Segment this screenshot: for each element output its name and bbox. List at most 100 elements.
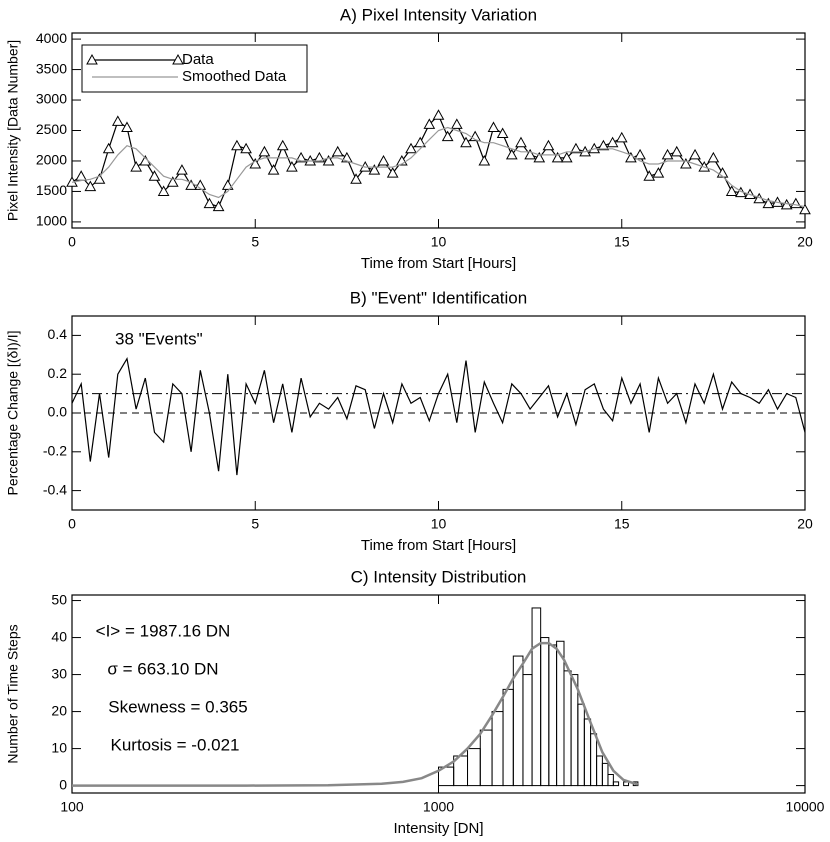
data-point: [487, 121, 500, 132]
data-point: [405, 142, 417, 154]
legend-marker: [86, 53, 98, 65]
histogram-bar: [479, 729, 493, 787]
histogram-bar: [540, 637, 550, 787]
data-point: [643, 170, 656, 181]
data-point: [670, 145, 683, 157]
data-point: [789, 197, 802, 209]
histogram-bar: [531, 607, 542, 787]
y-tick-label: 4000: [36, 30, 67, 46]
histogram-bar: [570, 674, 579, 787]
x-axis-label: Time from Start [Hours]: [361, 537, 516, 554]
y-tick-label: 1000: [36, 213, 67, 229]
data-point: [478, 154, 491, 166]
data-point: [450, 118, 463, 129]
data-point: [148, 170, 161, 181]
data-point: [423, 118, 436, 129]
x-tick-label: 10: [431, 234, 447, 250]
x-tick-label: 20: [797, 234, 813, 250]
y-tick-label: 0.2: [48, 365, 68, 381]
y-tick-label: 2000: [36, 152, 67, 168]
histogram-bar: [583, 718, 592, 787]
data-point: [560, 151, 573, 163]
data-point: [130, 161, 142, 172]
histogram-bar: [612, 781, 620, 787]
data-point: [368, 164, 381, 175]
data-point: [231, 139, 243, 151]
y-tick-label: 20: [51, 702, 67, 718]
x-tick-label: 0: [68, 234, 76, 250]
data-point: [276, 139, 289, 151]
histogram-bar: [522, 674, 533, 787]
data-point: [157, 185, 170, 196]
data-point: [102, 142, 115, 154]
data-point: [441, 130, 454, 142]
data-point: [606, 136, 619, 148]
histogram-bar: [548, 644, 558, 787]
y-tick-label: 10: [51, 739, 67, 755]
data-line: [71, 357, 806, 476]
data-point: [111, 115, 124, 126]
annotation: Kurtosis = -0.021: [111, 735, 240, 754]
histogram-bar: [491, 711, 504, 787]
data-point: [542, 139, 555, 151]
data-point: [524, 148, 536, 160]
data-point: [799, 203, 811, 215]
chart-title: B) "Event" Identification: [350, 288, 527, 307]
legend-marker: [172, 53, 184, 65]
data-point: [615, 131, 628, 143]
data-line: [71, 126, 806, 208]
y-tick-label: 1500: [36, 182, 67, 198]
y-tick-label: 0.4: [48, 326, 68, 342]
x-tick-label: 5: [251, 516, 259, 532]
data-point: [377, 154, 390, 166]
data-point: [680, 157, 692, 169]
data-point: [93, 173, 106, 184]
data-line: [71, 114, 806, 211]
x-tick-label: 15: [614, 516, 630, 532]
data-point: [661, 148, 674, 160]
data-point: [267, 164, 280, 175]
histogram-bar: [577, 703, 585, 787]
data-point: [496, 127, 509, 139]
chart-title: A) Pixel Intensity Variation: [340, 5, 537, 24]
annotation: σ = 663.10 DN: [107, 659, 218, 678]
annotation: <I> = 1987.16 DN: [96, 621, 231, 640]
annotation: Skewness = 0.365: [108, 697, 247, 716]
data-point: [460, 136, 472, 148]
y-tick-label: 50: [51, 591, 67, 607]
data-point: [762, 197, 775, 209]
histogram-bar: [596, 755, 603, 787]
data-point: [75, 170, 88, 181]
data-point: [221, 179, 234, 190]
data-point: [551, 151, 564, 163]
y-tick-label: 30: [51, 665, 67, 681]
data-point: [652, 167, 665, 178]
y-tick-label: -0.4: [43, 481, 67, 497]
histogram-bar: [563, 670, 572, 787]
data-point: [258, 145, 271, 157]
data-point: [515, 136, 527, 148]
legend-label: Data: [182, 51, 214, 68]
histogram-bar: [502, 688, 514, 787]
histogram-bar: [590, 733, 598, 787]
histogram-bar: [556, 640, 565, 787]
x-axis-label: Intensity [DN]: [393, 820, 483, 837]
data-point: [240, 142, 252, 154]
data-point: [176, 164, 188, 175]
histogram-bar: [607, 773, 614, 787]
y-axis-label: Number of Time Steps: [5, 624, 21, 763]
histogram-bar: [601, 762, 609, 787]
data-point: [707, 151, 720, 163]
data-point: [597, 139, 610, 151]
chart-title: C) Intensity Distribution: [351, 567, 527, 586]
y-tick-label: 0.0: [48, 404, 68, 420]
histogram-bar: [467, 748, 481, 787]
data-point: [286, 161, 298, 172]
data-point: [634, 148, 646, 160]
data-point: [533, 151, 546, 163]
y-tick-label: 2500: [36, 121, 67, 137]
data-point: [625, 151, 637, 163]
data-point: [432, 109, 445, 120]
legend-label: Smoothed Data: [182, 68, 287, 85]
